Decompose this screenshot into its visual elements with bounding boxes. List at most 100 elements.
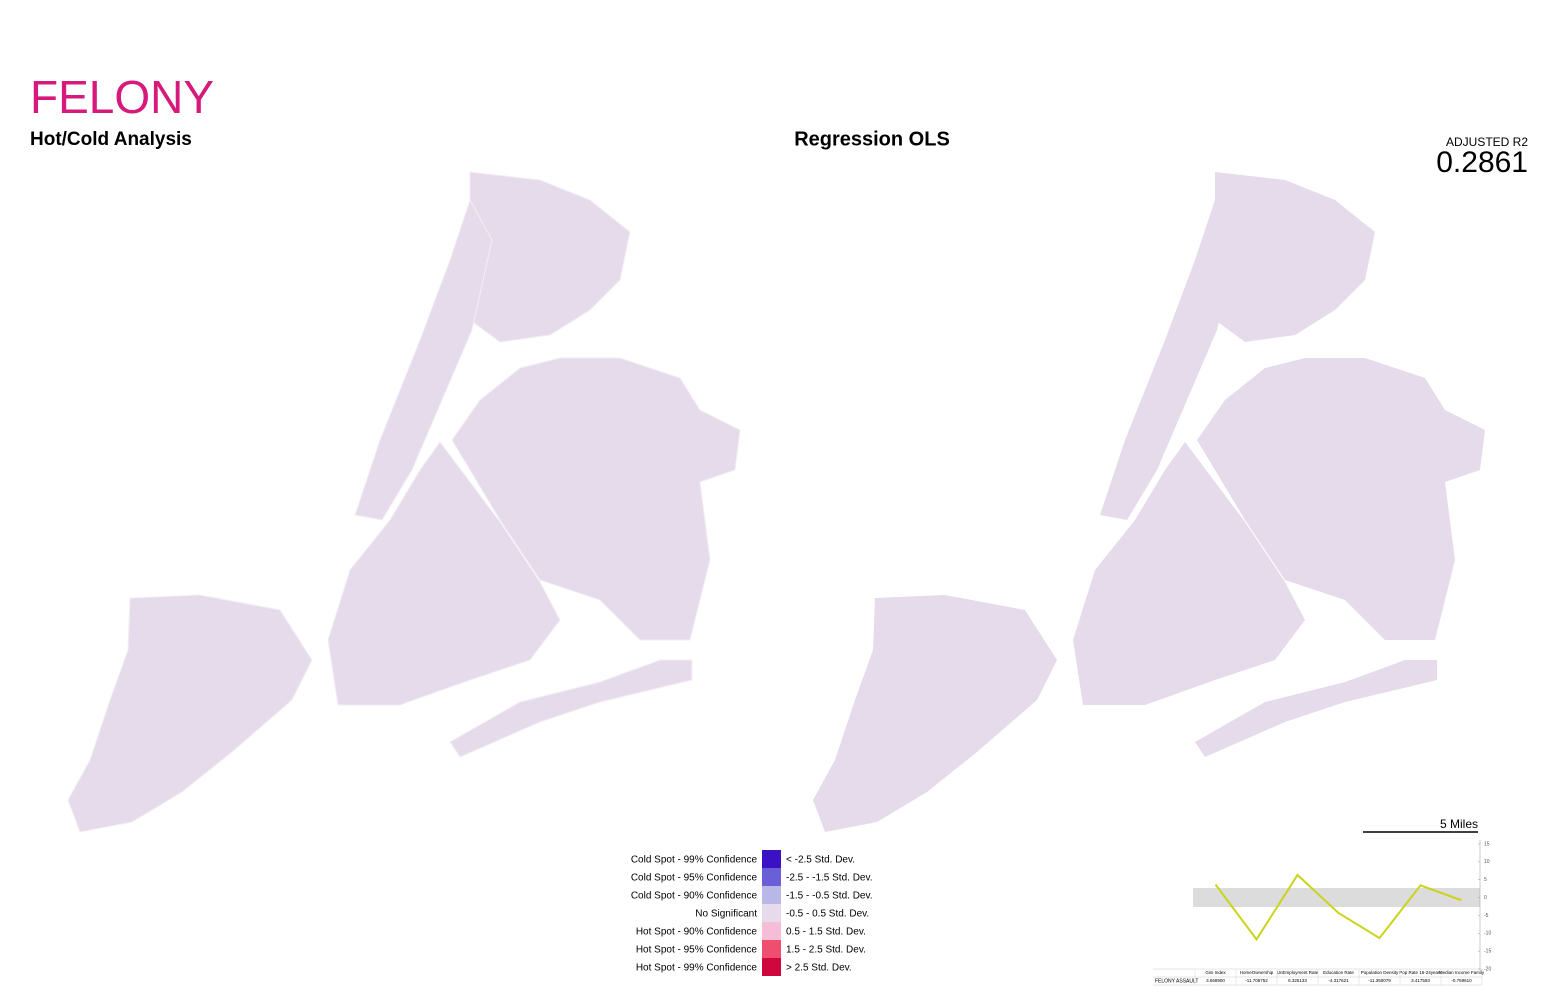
tract (1052, 474, 1065, 486)
tract (1305, 172, 1318, 176)
tract (1382, 224, 1395, 236)
tract (887, 374, 900, 386)
tract (1063, 714, 1076, 726)
tract (1173, 824, 1186, 832)
tract (1052, 404, 1065, 416)
tract (1107, 414, 1120, 426)
tract (1096, 274, 1109, 286)
tract (865, 304, 878, 316)
tract (1360, 634, 1373, 646)
tract (1437, 384, 1450, 396)
tract (1316, 664, 1329, 676)
tract (1085, 514, 1098, 526)
tract (909, 584, 922, 596)
tract (821, 364, 834, 376)
tract (1074, 784, 1087, 796)
tract (1052, 344, 1065, 356)
tract (986, 344, 999, 356)
tract (1481, 784, 1485, 796)
tract (821, 274, 834, 286)
tract (1184, 234, 1197, 246)
tract (865, 244, 878, 256)
tract (975, 824, 988, 832)
tract (1118, 184, 1131, 196)
tract (800, 255, 811, 265)
tract (1448, 614, 1461, 626)
tract (1415, 774, 1428, 786)
tract (964, 474, 977, 486)
tract (1041, 434, 1054, 446)
tract (1162, 744, 1175, 756)
tract (953, 814, 966, 826)
tract (909, 494, 922, 506)
tract (1041, 754, 1054, 766)
tract (1173, 784, 1186, 796)
tract (931, 794, 944, 806)
tract (1162, 184, 1175, 196)
tract (865, 284, 878, 296)
tract (1041, 394, 1054, 406)
tract (986, 584, 999, 596)
tract (1074, 274, 1087, 286)
tract (975, 264, 988, 276)
tract (1195, 794, 1208, 806)
tract (800, 505, 811, 515)
tract (1470, 514, 1483, 526)
tract (1173, 234, 1186, 246)
tract (832, 424, 845, 436)
tract (1349, 724, 1362, 736)
tract (909, 374, 922, 386)
tract (1371, 214, 1384, 226)
tract (1294, 654, 1307, 666)
tract (1129, 784, 1142, 796)
tract (854, 484, 867, 496)
tract (843, 394, 856, 406)
tract (1217, 784, 1230, 796)
tract (898, 534, 911, 546)
tract (832, 714, 845, 726)
tract (909, 172, 922, 176)
tract (843, 694, 856, 706)
tract (1063, 284, 1076, 296)
tract (975, 254, 988, 266)
tract (832, 504, 845, 516)
tract (942, 364, 955, 376)
tract (1096, 244, 1109, 256)
tract (832, 314, 845, 326)
tract (1096, 194, 1109, 206)
tract (953, 434, 966, 446)
tract (843, 294, 856, 306)
tract (1250, 172, 1263, 176)
tract (1052, 774, 1065, 786)
tract (1261, 784, 1274, 796)
tract (1129, 394, 1142, 406)
tract (1118, 704, 1131, 716)
tract (1184, 744, 1197, 756)
tract (1481, 774, 1485, 786)
tract (1272, 744, 1285, 756)
tract (1030, 304, 1043, 316)
tract (931, 194, 944, 206)
tract (920, 554, 933, 566)
tract (1052, 414, 1065, 426)
tract (876, 214, 889, 226)
tract (1107, 714, 1120, 726)
tract (887, 434, 900, 446)
tract (1393, 284, 1406, 296)
tract (843, 214, 856, 226)
tract (821, 424, 834, 436)
tract (986, 454, 999, 466)
tract (800, 635, 811, 645)
tract (1338, 304, 1351, 316)
tract (1448, 344, 1461, 356)
tract (1294, 784, 1307, 796)
tract (800, 655, 811, 665)
tract (1096, 764, 1109, 776)
tract (1030, 172, 1043, 176)
tract (865, 424, 878, 436)
tract (1393, 214, 1406, 226)
tract (1195, 414, 1208, 426)
tract (997, 584, 1010, 596)
tract (1162, 214, 1175, 226)
tract (800, 645, 811, 655)
